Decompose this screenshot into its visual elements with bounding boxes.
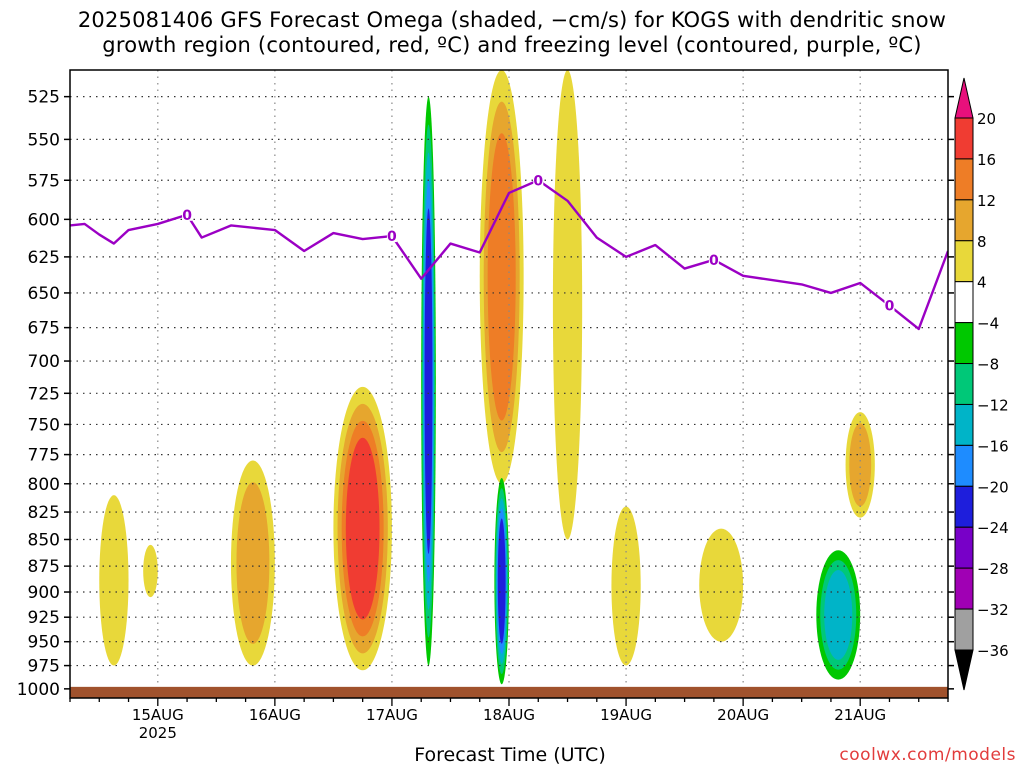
colorbar-label-3: 8 (977, 233, 987, 251)
colorbar-bin-1 (954, 158, 974, 201)
x-tick-label-0: 15AUG (132, 706, 184, 724)
omega-shading (99, 70, 875, 685)
x-tick-label-3: 18AUG (483, 706, 535, 724)
freezing-label-bg-4 (884, 297, 895, 312)
y-tick-label-600: 600 (28, 210, 60, 230)
colorbar-bin-6 (954, 363, 974, 405)
colorbar-label-13: −36 (977, 642, 1009, 660)
colorbar-label-0: 20 (977, 110, 996, 128)
y-tick-label-550: 550 (28, 130, 60, 150)
omega-cell-5-band-2 (487, 133, 516, 421)
freezing-level-label-1: 0 (387, 229, 397, 245)
x-tick-label-5: 20AUG (717, 706, 769, 724)
y-tick-label-850: 850 (28, 530, 60, 550)
y-tick-label-675: 675 (28, 319, 60, 339)
colorbar-bin-2 (954, 199, 974, 242)
freezing-label-bg-1 (386, 228, 397, 243)
colorbar-bin-11 (954, 567, 974, 610)
x-axis-label: Forecast Time (UTC) (414, 744, 606, 766)
x-tick-year-label: 2025 (139, 724, 177, 742)
y-tick-label-900: 900 (28, 583, 60, 603)
chart-title: 2025081406 GFS Forecast Omega (shaded, −… (0, 8, 1024, 58)
colorbar-bin-12 (954, 608, 974, 651)
colorbar-label-1: 16 (977, 151, 996, 169)
y-tick-label-950: 950 (28, 633, 60, 653)
colorbar-bin-5 (954, 322, 974, 365)
colorbar-label-9: −20 (977, 478, 1009, 496)
y-tick-label-975: 975 (28, 657, 60, 677)
omega-cell-8-band-0 (611, 506, 641, 666)
colorbar-label-4: 4 (977, 274, 987, 292)
freezing-level-label-3: 0 (709, 253, 719, 269)
freezing-label-bg-2 (533, 172, 544, 187)
omega-cell-3-band-3 (345, 437, 380, 620)
omega-cell-1-band-0 (143, 544, 158, 598)
y-tick-label-800: 800 (28, 475, 60, 495)
chart-title-line2: growth region (contoured, red, ºC) and f… (102, 33, 922, 57)
freezing-level-label-2: 0 (533, 173, 543, 189)
y-tick-label-750: 750 (28, 415, 60, 435)
colorbar-bin-7 (954, 403, 974, 446)
y-axis: 525 550 575 600 625 650 675 700 725 750 775 800 825 8… (17, 88, 954, 700)
y-tick-label-825: 825 (28, 503, 60, 523)
omega-cell-10-band-2 (824, 570, 853, 660)
y-tick-label-925: 925 (28, 608, 60, 628)
y-tick-label-875: 875 (28, 557, 60, 577)
colorbar-label-11: −28 (977, 560, 1009, 578)
freezing-level-contour: 0 0 0 0 0 (70, 172, 948, 331)
colorbar-label-5: −4 (977, 315, 999, 333)
omega-cell-6-band-0 (552, 70, 583, 540)
y-tick-label-625: 625 (28, 248, 60, 268)
y-tick-label-525: 525 (28, 88, 60, 108)
omega-cell-0-band-0 (99, 495, 129, 666)
freezing-label-bg-3 (708, 251, 719, 266)
colorbar-top-arrow (954, 77, 974, 119)
omega-cell-9-band-0 (699, 528, 744, 642)
colorbar-label-12: −32 (977, 601, 1009, 619)
x-tick-label-1: 16AUG (249, 706, 301, 724)
freezing-level-label-0: 0 (182, 208, 192, 224)
colorbar: 20 16 12 8 4 −4 −8 −12 −16 −20 −24 −28 −32 −36 (954, 77, 1009, 691)
colorbar-label-2: 12 (977, 192, 996, 210)
y-tick-label-775: 775 (28, 446, 60, 466)
y-tick-label-725: 725 (28, 384, 60, 404)
omega-cell-2-band-1 (236, 482, 270, 644)
grid-lines (70, 70, 948, 698)
y-tick-label-1000: 1000 (17, 680, 60, 700)
colorbar-bottom-arrow (954, 649, 974, 691)
colorbar-bin-8 (954, 444, 974, 487)
y-tick-label-650: 650 (28, 284, 60, 304)
x-tick-label-2: 17AUG (366, 706, 418, 724)
freezing-level-line (70, 179, 948, 331)
colorbar-bin-3 (954, 240, 974, 283)
freezing-level-label-4: 0 (885, 299, 895, 315)
colorbar-bin-9 (954, 485, 974, 528)
colorbar-label-7: −12 (977, 396, 1009, 414)
colorbar-label-10: −24 (977, 519, 1009, 537)
y-tick-label-700: 700 (28, 352, 60, 372)
colorbar-label-8: −16 (977, 437, 1009, 455)
colorbar-bin-10 (954, 526, 974, 569)
omega-cell-11-band-1 (849, 423, 872, 507)
omega-cell-4-band-4 (424, 208, 433, 554)
x-tick-label-4: 19AUG (600, 706, 652, 724)
freezing-label-bg-0 (182, 206, 193, 221)
source-credit: coolwx.com/models (839, 745, 1016, 765)
chart-title-line1: 2025081406 GFS Forecast Omega (shaded, −… (77, 8, 947, 32)
x-tick-label-6: 21AUG (834, 706, 886, 724)
colorbar-bin-0 (954, 117, 974, 160)
colorbar-bin-4 (954, 281, 974, 324)
omega-cell-7-band-4 (497, 518, 506, 644)
ground-surface (70, 686, 948, 698)
colorbar-label-6: −8 (977, 356, 999, 374)
y-tick-label-575: 575 (28, 171, 60, 191)
ground-layer (70, 686, 948, 698)
